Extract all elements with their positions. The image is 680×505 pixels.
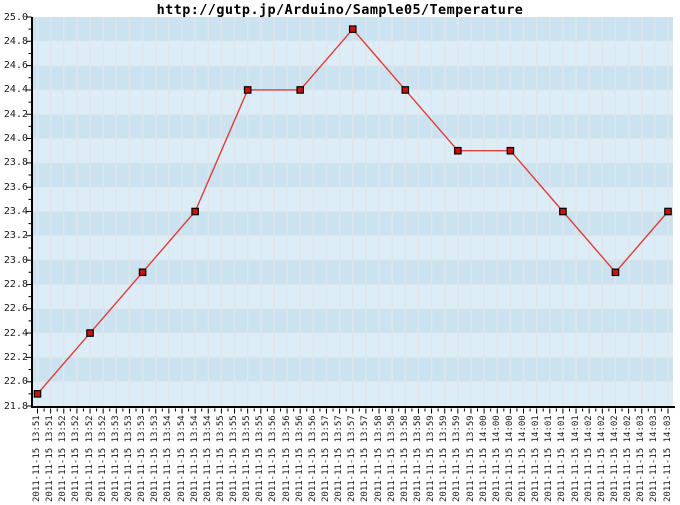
- x-tick-label: 2011-11-15 13:54: [189, 415, 200, 502]
- x-tick-label: 2011-11-15 13:53: [110, 415, 121, 502]
- x-tick-label: 2011-11-15 13:59: [439, 415, 450, 502]
- x-tick-label: 2011-11-15 13:58: [373, 415, 384, 502]
- x-tick-label: 2011-11-15 13:54: [202, 415, 213, 502]
- x-tick-label: 2011-11-15 13:55: [215, 415, 226, 502]
- y-tick-label: 22.2: [3, 351, 28, 363]
- y-tick-label: 24.8: [3, 35, 28, 47]
- x-tick-label: 2011-11-15 13:56: [268, 415, 279, 502]
- data-point-marker: [664, 207, 672, 216]
- x-tick-label: 2011-11-15 13:58: [386, 415, 397, 502]
- y-tick-label: 22.6: [3, 303, 28, 315]
- x-tick-label: 2011-11-15 14:01: [531, 415, 542, 502]
- x-tick-label: 2011-11-15 13:53: [137, 415, 148, 502]
- x-tick-label: 2011-11-15 14:02: [596, 415, 607, 502]
- y-tick-label: 23.8: [3, 157, 28, 169]
- x-tick-label: 2011-11-15 13:53: [123, 415, 134, 502]
- y-tick-label: 24.2: [3, 108, 28, 120]
- x-tick-label: 2011-11-15 14:01: [557, 415, 568, 502]
- y-tick-label: 22.0: [3, 376, 28, 388]
- tick-marks: [26, 16, 669, 414]
- x-tick-label: 2011-11-15 14:02: [623, 415, 634, 502]
- x-tick-label: 2011-11-15 13:59: [465, 415, 476, 502]
- x-tick-label: 2011-11-15 13:52: [58, 415, 69, 502]
- x-tick-label: 2011-11-15 13:57: [347, 415, 358, 502]
- x-tick-label: 2011-11-15 14:01: [570, 415, 581, 502]
- x-tick-label: 2011-11-15 13:54: [176, 415, 187, 502]
- x-tick-label: 2011-11-15 14:00: [518, 415, 528, 502]
- x-tick-label: 2011-11-15 14:03: [662, 415, 673, 502]
- y-tick-label: 24.6: [3, 60, 28, 72]
- data-point-marker: [86, 329, 94, 337]
- axis-lines: [31, 17, 675, 408]
- data-point-marker: [611, 268, 620, 277]
- chart-title: http://gutp.jp/Arduino/Sample05/Temperat…: [156, 2, 524, 18]
- x-tick-label: 2011-11-15 14:00: [478, 415, 489, 502]
- x-tick-label: 2011-11-15 13:56: [294, 415, 305, 502]
- x-tick-label: 2011-11-15 13:57: [321, 415, 331, 502]
- x-tick-label: 2011-11-15 14:02: [583, 415, 594, 502]
- x-tick-label: 2011-11-15 13:57: [334, 415, 345, 502]
- data-point-marker: [454, 146, 462, 155]
- y-tick-label: 22.4: [3, 327, 28, 339]
- x-tick-label: 2011-11-15 13:59: [426, 415, 437, 502]
- x-tick-label: 2011-11-15 13:53: [150, 415, 161, 502]
- x-tick-label: 2011-11-15 13:59: [452, 415, 463, 502]
- data-point-marker: [296, 86, 305, 94]
- x-tick-label: 2011-11-15 14:00: [504, 415, 515, 502]
- x-tick-label: 2011-11-15 13:58: [399, 415, 410, 502]
- x-tick-label: 2011-11-15 13:58: [412, 415, 423, 502]
- y-tick-label: 23.2: [3, 230, 28, 242]
- x-tick-label: 2011-11-15 13:55: [255, 415, 266, 502]
- y-tick-label: 24.0: [3, 133, 28, 145]
- x-tick-label: 2011-11-15 13:56: [307, 415, 318, 502]
- data-point-marker: [559, 207, 567, 216]
- y-tick-label: 21.8: [3, 400, 28, 412]
- x-tick-label: 2011-11-15 13:52: [97, 415, 108, 502]
- x-tick-label: 2011-11-15 14:02: [610, 415, 620, 502]
- x-tick-label: 2011-11-15 13:51: [32, 415, 42, 502]
- data-point-marker: [138, 268, 147, 277]
- x-tick-label: 2011-11-15 13:57: [360, 415, 371, 502]
- x-tick-label: 2011-11-15 13:55: [242, 415, 253, 502]
- data-point-marker: [401, 86, 410, 94]
- data-point-marker: [191, 207, 199, 216]
- x-tick-label: 2011-11-15 13:56: [281, 415, 292, 502]
- x-tick-label: 2011-11-15 14:03: [649, 415, 660, 502]
- y-tick-label: 22.8: [3, 278, 28, 290]
- data-point-marker: [243, 86, 252, 94]
- x-tick-label: 2011-11-15 14:03: [636, 415, 647, 502]
- y-tick-label: 23.6: [3, 181, 28, 193]
- data-point-marker: [348, 25, 357, 33]
- x-tick-label: 2011-11-15 13:54: [163, 415, 174, 502]
- y-tick-label: 23.0: [3, 254, 28, 266]
- y-tick-label: 24.4: [3, 84, 28, 96]
- x-tick-label: 2011-11-15 14:00: [491, 415, 502, 502]
- y-tick-label: 25.0: [3, 11, 28, 23]
- x-tick-label: 2011-11-15 13:55: [229, 415, 239, 502]
- data-point-marker: [33, 390, 42, 398]
- y-tick-label: 23.4: [3, 206, 28, 217]
- x-tick-label: 2011-11-15 14:01: [544, 415, 555, 502]
- x-tick-label: 2011-11-15 13:51: [45, 415, 56, 502]
- data-point-marker: [506, 146, 515, 155]
- x-tick-label: 2011-11-15 13:52: [84, 415, 95, 502]
- x-tick-label: 2011-11-15 13:52: [71, 415, 82, 502]
